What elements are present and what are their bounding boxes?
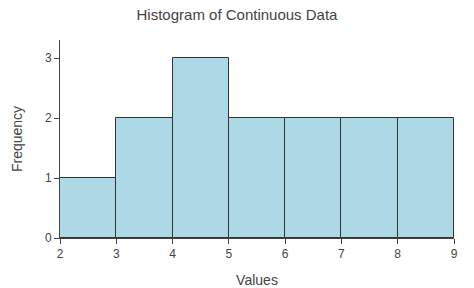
svg-text:5: 5 <box>226 247 233 261</box>
svg-text:0: 0 <box>45 231 52 245</box>
svg-text:4: 4 <box>169 247 176 261</box>
svg-text:2: 2 <box>45 111 52 125</box>
svg-text:1: 1 <box>45 171 52 185</box>
svg-text:9: 9 <box>451 247 458 261</box>
svg-text:3: 3 <box>45 51 52 65</box>
svg-text:7: 7 <box>338 247 345 261</box>
svg-text:Values: Values <box>236 272 278 288</box>
svg-text:3: 3 <box>113 247 120 261</box>
svg-text:Histogram of Continuous Data: Histogram of Continuous Data <box>137 6 339 23</box>
svg-text:Frequency: Frequency <box>9 106 25 172</box>
svg-text:2: 2 <box>57 247 64 261</box>
svg-text:6: 6 <box>282 247 289 261</box>
svg-text:8: 8 <box>394 247 401 261</box>
